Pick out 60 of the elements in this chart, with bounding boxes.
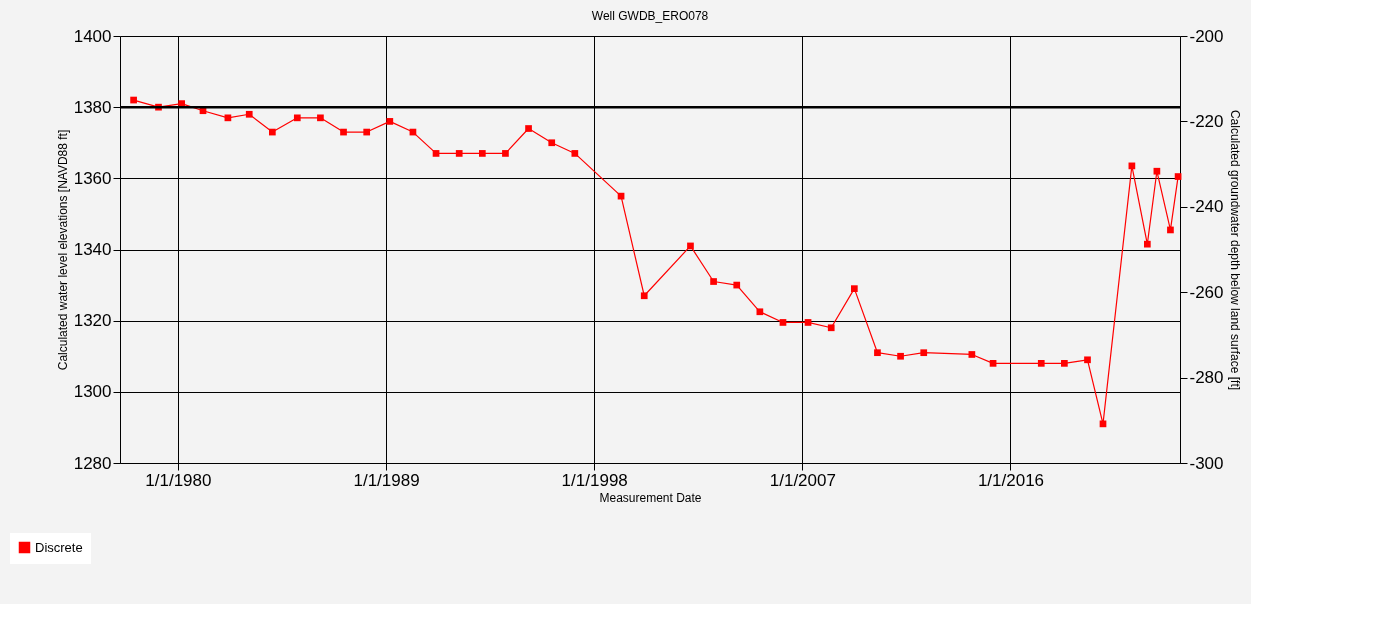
y2-tick-label: -260 — [1189, 282, 1224, 302]
point — [874, 349, 881, 357]
y2-tick-label: -280 — [1189, 368, 1224, 388]
point — [548, 139, 556, 147]
point — [1037, 360, 1045, 367]
y-tick-label: 1340 — [73, 240, 112, 259]
point — [1153, 167, 1161, 175]
y-tick-label: 1320 — [73, 311, 112, 331]
y2-tick-label: -240 — [1189, 197, 1224, 217]
point — [1174, 173, 1182, 180]
y2-tick-label: -220 — [1189, 111, 1224, 131]
point — [779, 319, 787, 326]
chart-title: Well GWDB_ERO078 — [591, 9, 709, 23]
point — [897, 352, 904, 360]
point — [130, 96, 137, 104]
point — [756, 308, 764, 316]
point — [1084, 356, 1091, 364]
point — [386, 118, 394, 125]
point — [804, 319, 812, 326]
point — [989, 360, 997, 367]
point — [1167, 226, 1174, 234]
y2-axis-title: Calculated groundwater depth below land surface [ft] — [1227, 109, 1242, 391]
point — [363, 128, 371, 136]
y2-tick-label: -200 — [1189, 26, 1224, 46]
point — [269, 128, 276, 136]
point — [455, 150, 463, 157]
legend-label: Discrete — [35, 539, 83, 555]
y-tick-label: 1360 — [73, 168, 112, 188]
point — [640, 292, 648, 300]
x-tick-label: 1/1/2016 — [977, 470, 1045, 490]
x-tick-label: 1/1/1998 — [561, 470, 628, 490]
point — [502, 150, 509, 157]
point — [432, 150, 440, 157]
y-tick-label: 1380 — [73, 97, 112, 117]
point — [245, 110, 253, 118]
y-tick-label: 1280 — [73, 453, 112, 473]
point — [1061, 360, 1068, 367]
point — [687, 242, 694, 250]
x-axis-title: Measurement Date — [599, 490, 702, 505]
point — [525, 125, 532, 132]
y-axis-title: Calculated water level elevations [NAVD88 ft] — [55, 129, 70, 371]
y-tick-label: 1400 — [73, 26, 112, 46]
y2-tick-label: -300 — [1189, 453, 1224, 473]
x-tick-label: 1/1/1980 — [145, 470, 212, 490]
x-tick-label: 1/1/2007 — [769, 470, 836, 490]
point — [1143, 240, 1151, 248]
point — [571, 150, 579, 157]
y-tick-label: 1300 — [73, 382, 112, 402]
point — [968, 351, 976, 358]
x-tick-label: 1/1/1989 — [353, 470, 420, 490]
point — [827, 324, 835, 332]
point — [850, 285, 858, 292]
point — [920, 349, 928, 357]
point — [733, 281, 741, 289]
point — [710, 278, 717, 285]
point — [340, 128, 347, 136]
point — [317, 114, 324, 122]
point — [478, 150, 486, 157]
point — [224, 114, 232, 122]
point — [293, 114, 301, 122]
